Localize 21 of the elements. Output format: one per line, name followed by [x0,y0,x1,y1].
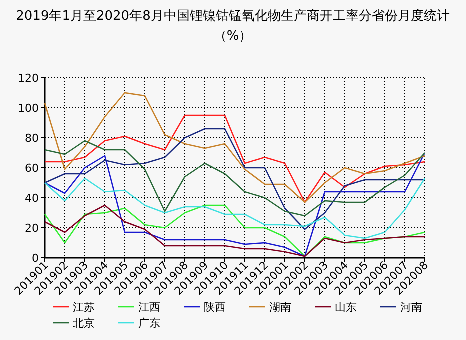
legend-label: 湖南 [270,301,292,314]
line-series [44,114,426,204]
line-series [44,140,426,217]
y-tick-label: 100 [18,102,39,115]
legend-label: 北京 [73,317,95,330]
y-tick-label: 80 [25,132,39,145]
y-tick-label: 40 [25,192,39,205]
legend-label: 广东 [138,317,160,330]
legend-label: 陕西 [204,301,226,314]
line-series [44,178,426,240]
y-tick-label: 20 [25,222,39,235]
line-series [44,128,426,230]
legend-label: 河南 [400,301,422,314]
line-series [44,92,426,204]
legend-label: 江苏 [73,301,95,314]
y-tick-label: 120 [18,72,39,85]
legend-label: 江西 [138,301,160,314]
y-tick-label: 0 [32,252,39,265]
y-tick-label: 60 [25,162,39,175]
legend-label: 山东 [335,301,357,314]
chart-title: 2019年1月至2020年8月中国锂镍钴锰氧化物生产商开工率分省份月度统计（%） [16,8,450,44]
